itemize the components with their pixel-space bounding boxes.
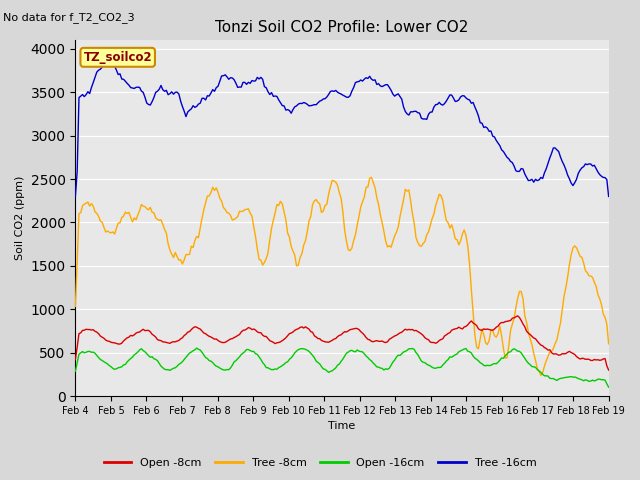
X-axis label: Time: Time — [328, 421, 356, 432]
Text: No data for f_T2_CO2_3: No data for f_T2_CO2_3 — [3, 12, 135, 23]
Title: Tonzi Soil CO2 Profile: Lower CO2: Tonzi Soil CO2 Profile: Lower CO2 — [215, 20, 468, 35]
Legend: Open -8cm, Tree -8cm, Open -16cm, Tree -16cm: Open -8cm, Tree -8cm, Open -16cm, Tree -… — [99, 453, 541, 472]
Text: TZ_soilco2: TZ_soilco2 — [83, 51, 152, 64]
Y-axis label: Soil CO2 (ppm): Soil CO2 (ppm) — [15, 176, 25, 260]
